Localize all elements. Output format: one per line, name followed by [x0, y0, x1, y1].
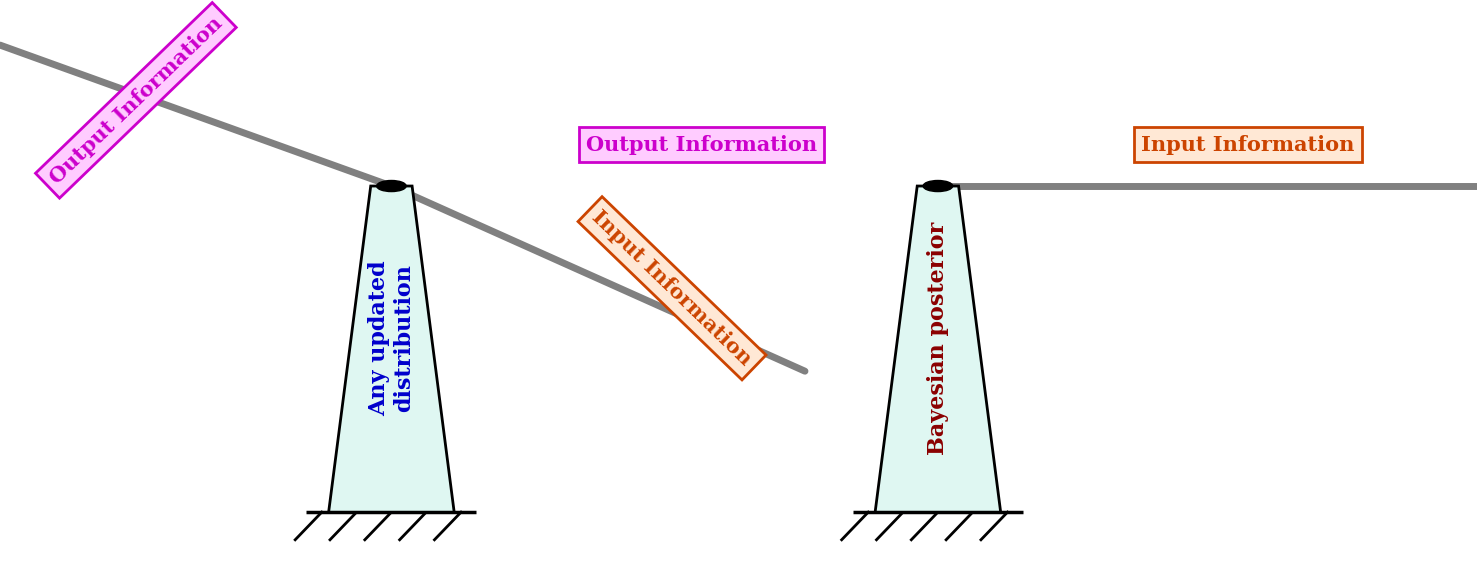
Text: Bayesian posterior: Bayesian posterior [928, 221, 948, 455]
Circle shape [923, 180, 953, 192]
Circle shape [377, 180, 406, 192]
Polygon shape [874, 186, 1001, 512]
Text: Output Information: Output Information [586, 134, 817, 155]
Text: Any updated
distribution: Any updated distribution [368, 260, 415, 416]
Text: Output Information: Output Information [46, 13, 226, 188]
Polygon shape [328, 186, 455, 512]
Text: Input Information: Input Information [588, 207, 756, 370]
Text: Input Information: Input Information [1142, 134, 1354, 155]
